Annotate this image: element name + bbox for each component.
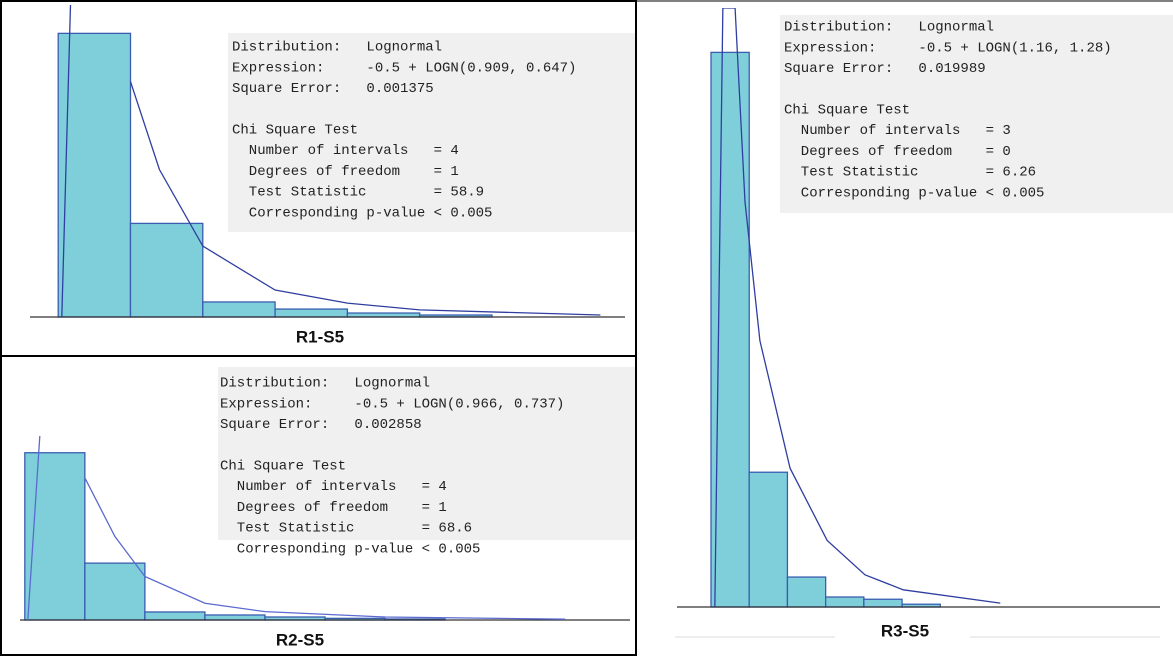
stats-box [218,367,636,540]
stats-line: Expression: -0.5 + LOGN(1.16, 1.28) [784,40,1112,56]
bar [129,222,204,318]
stats-line: Chi Square Test [232,123,358,139]
stats-line: Number of intervals = 3 [784,123,1011,139]
bar [204,614,266,621]
stats-box [780,15,1173,213]
stats-line: Test Statistic = 6.26 [784,165,1036,181]
bar [274,308,349,318]
stats-line: Corresponding p-value < 0.005 [220,541,480,557]
fit-curve [61,5,601,317]
stats-line: Corresponding p-value < 0.005 [784,185,1044,201]
stats-line: Distribution: Lognormal [220,376,430,392]
stats-line: Chi Square Test [784,103,910,119]
stats-line: Degrees of freedom = 0 [784,144,1011,160]
bar [786,576,827,608]
stats-line: Square Error: 0.001375 [232,81,434,97]
stats-line: Square Error: 0.019989 [784,61,986,77]
stats-line: Distribution: Lognormal [784,20,994,36]
stats-line: Square Error: 0.002858 [220,417,422,433]
stats-line: Degrees of freedom = 1 [232,164,459,180]
bar [202,301,276,318]
panel-label: R1-S5 [296,327,344,346]
bar [710,51,750,608]
panel-border [0,0,637,656]
stats-line: Number of intervals = 4 [220,479,447,495]
stats-line: Number of intervals = 4 [232,143,459,159]
stats-line: Test Statistic = 68.6 [220,521,472,537]
panel-label: R2-S5 [276,630,324,649]
bar [144,611,206,621]
stats-line: Distribution: Lognormal [232,40,442,56]
bar [84,562,146,621]
bar [748,471,789,608]
bar [863,598,903,608]
fit-curve [714,8,1001,607]
panel-label: R3-S5 [881,621,929,640]
bar [824,596,865,608]
bar [57,32,132,318]
stats-line: Expression: -0.5 + LOGN(0.966, 0.737) [220,396,564,412]
stats-box [228,33,636,232]
stats-line: Corresponding p-value < 0.005 [232,205,492,221]
stats-line: Chi Square Test [220,459,346,475]
stats-line: Test Statistic = 58.9 [232,185,484,201]
stats-line: Degrees of freedom = 1 [220,500,447,516]
fit-curve [27,436,566,620]
stats-line: Expression: -0.5 + LOGN(0.909, 0.647) [232,60,576,76]
